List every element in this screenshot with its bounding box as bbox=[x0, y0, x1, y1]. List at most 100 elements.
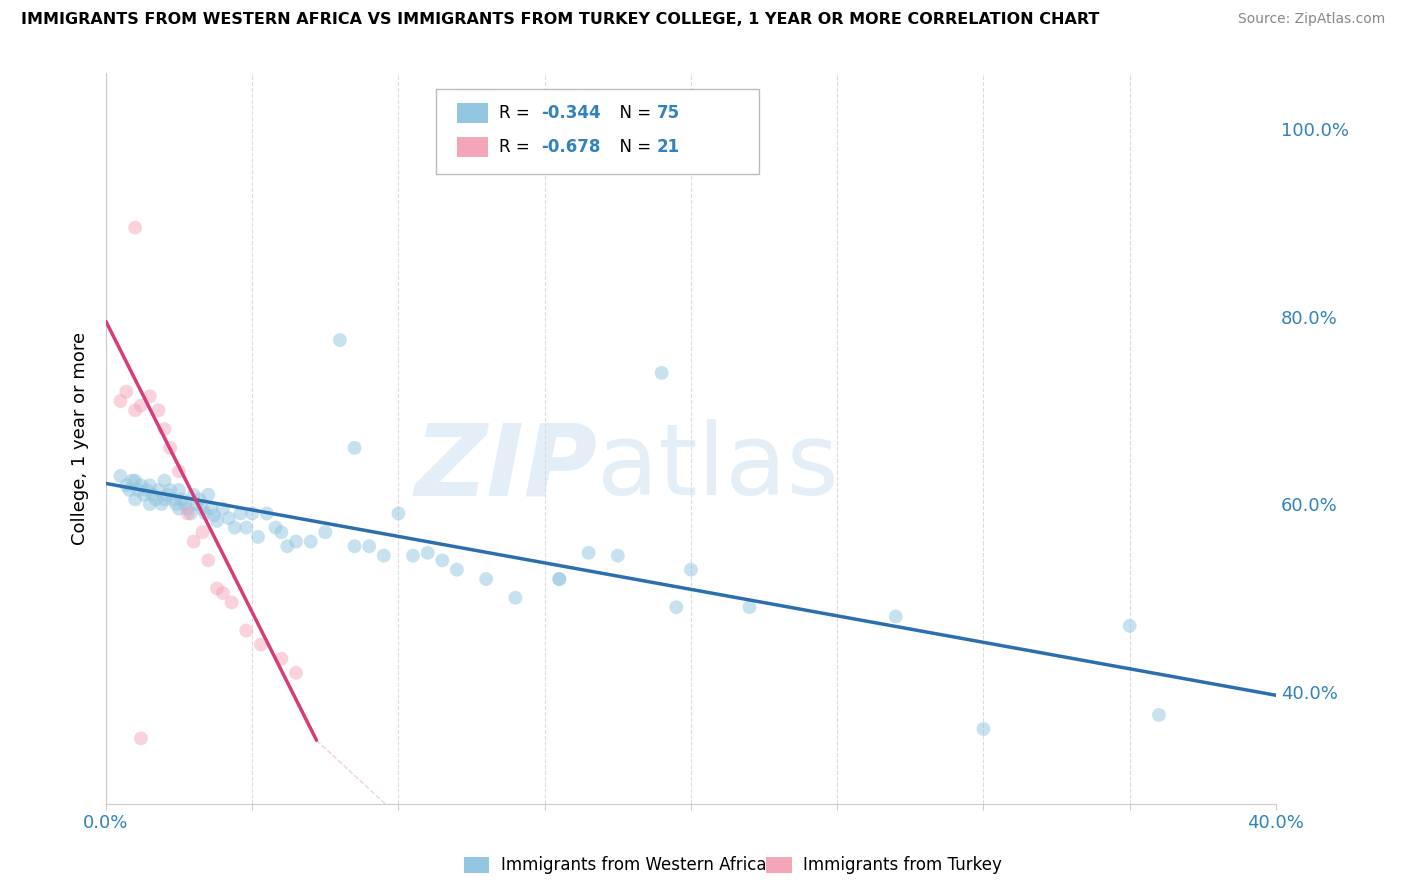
Point bbox=[177, 507, 200, 521]
Point bbox=[124, 492, 146, 507]
Point bbox=[197, 553, 219, 567]
Point bbox=[884, 609, 907, 624]
Point bbox=[373, 549, 395, 563]
Text: 75: 75 bbox=[657, 104, 679, 122]
Point bbox=[139, 497, 162, 511]
Point bbox=[191, 525, 214, 540]
Point bbox=[129, 478, 152, 492]
Point bbox=[194, 507, 217, 521]
Point bbox=[505, 591, 527, 605]
Point bbox=[118, 483, 141, 497]
Point bbox=[548, 572, 571, 586]
Point bbox=[150, 497, 173, 511]
Point bbox=[270, 651, 292, 665]
Point bbox=[247, 530, 270, 544]
Point bbox=[387, 507, 409, 521]
Point bbox=[153, 492, 176, 507]
Point bbox=[299, 534, 322, 549]
Text: ZIP: ZIP bbox=[415, 419, 598, 516]
Point bbox=[285, 534, 308, 549]
Point bbox=[651, 366, 673, 380]
Point bbox=[314, 525, 336, 540]
Point bbox=[205, 582, 228, 596]
Point bbox=[235, 520, 257, 534]
Text: N =: N = bbox=[609, 138, 657, 156]
Point bbox=[343, 539, 366, 553]
Point bbox=[145, 492, 167, 507]
Text: R =: R = bbox=[499, 104, 536, 122]
Point bbox=[1147, 708, 1170, 723]
Point bbox=[124, 403, 146, 417]
Point bbox=[124, 474, 146, 488]
Point bbox=[170, 492, 193, 507]
Text: -0.678: -0.678 bbox=[541, 138, 600, 156]
Point bbox=[188, 492, 211, 507]
Point bbox=[343, 441, 366, 455]
Point bbox=[212, 501, 235, 516]
Point bbox=[972, 722, 994, 736]
Point bbox=[132, 488, 155, 502]
Point bbox=[148, 403, 170, 417]
Point bbox=[665, 600, 688, 615]
Point bbox=[115, 478, 138, 492]
Point bbox=[110, 469, 132, 483]
Point bbox=[416, 546, 439, 560]
Point bbox=[250, 638, 273, 652]
Point bbox=[329, 333, 352, 347]
Text: R =: R = bbox=[499, 138, 536, 156]
Point bbox=[121, 474, 143, 488]
Point bbox=[129, 399, 152, 413]
Point bbox=[221, 595, 243, 609]
Text: Immigrants from Turkey: Immigrants from Turkey bbox=[803, 856, 1001, 874]
Text: Source: ZipAtlas.com: Source: ZipAtlas.com bbox=[1237, 12, 1385, 27]
Text: IMMIGRANTS FROM WESTERN AFRICA VS IMMIGRANTS FROM TURKEY COLLEGE, 1 YEAR OR MORE: IMMIGRANTS FROM WESTERN AFRICA VS IMMIGR… bbox=[21, 12, 1099, 28]
Point bbox=[156, 488, 179, 502]
Point bbox=[159, 483, 181, 497]
Point bbox=[606, 549, 628, 563]
Point bbox=[224, 520, 246, 534]
Point bbox=[197, 488, 219, 502]
Point bbox=[205, 514, 228, 528]
Point bbox=[139, 389, 162, 403]
Point bbox=[359, 539, 381, 553]
Point bbox=[1118, 619, 1140, 633]
Point bbox=[229, 507, 252, 521]
Point bbox=[165, 497, 187, 511]
Point bbox=[256, 507, 278, 521]
Point bbox=[177, 501, 200, 516]
Point bbox=[180, 507, 202, 521]
Point bbox=[200, 501, 222, 516]
Point bbox=[235, 624, 257, 638]
Point bbox=[129, 731, 152, 746]
Text: N =: N = bbox=[609, 104, 657, 122]
Point bbox=[167, 464, 190, 478]
Point bbox=[148, 483, 170, 497]
Y-axis label: College, 1 year or more: College, 1 year or more bbox=[72, 332, 89, 545]
Text: atlas: atlas bbox=[598, 419, 839, 516]
Point bbox=[162, 492, 184, 507]
Point bbox=[578, 546, 600, 560]
Text: -0.344: -0.344 bbox=[541, 104, 600, 122]
Point bbox=[738, 600, 761, 615]
Point bbox=[285, 665, 308, 680]
Point bbox=[240, 507, 263, 521]
Point bbox=[270, 525, 292, 540]
Point bbox=[153, 474, 176, 488]
Point bbox=[159, 441, 181, 455]
Point bbox=[110, 394, 132, 409]
Point bbox=[212, 586, 235, 600]
Point bbox=[167, 501, 190, 516]
Point bbox=[264, 520, 287, 534]
Point bbox=[276, 539, 298, 553]
Text: Immigrants from Western Africa: Immigrants from Western Africa bbox=[501, 856, 766, 874]
Point bbox=[186, 497, 208, 511]
Point bbox=[139, 478, 162, 492]
Point bbox=[679, 563, 702, 577]
Text: 21: 21 bbox=[657, 138, 679, 156]
Point bbox=[173, 497, 195, 511]
Point bbox=[191, 501, 214, 516]
Point bbox=[135, 483, 157, 497]
Point bbox=[446, 563, 468, 577]
Point bbox=[167, 483, 190, 497]
Point bbox=[142, 488, 165, 502]
